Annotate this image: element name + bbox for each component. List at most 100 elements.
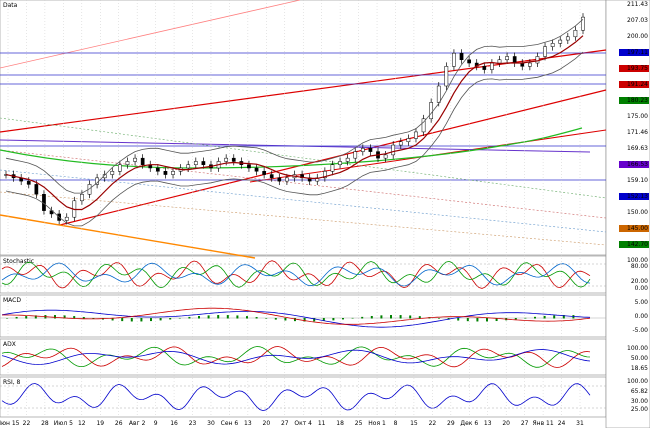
candle-body bbox=[193, 161, 198, 165]
x-tick-label: Ноя 1 bbox=[368, 420, 386, 427]
macd-histogram-bar bbox=[236, 315, 239, 319]
candle-body bbox=[550, 43, 555, 47]
macd-scale-label: 5.00 bbox=[635, 299, 649, 306]
x-tick-label: 26 bbox=[115, 420, 123, 427]
stochastic-pane-title: Stochastic bbox=[3, 258, 34, 265]
adx-line bbox=[1, 349, 591, 365]
candle-body bbox=[80, 193, 84, 202]
price-scale-label: 142.70 bbox=[627, 241, 648, 248]
macd-histogram-bar bbox=[495, 318, 498, 322]
x-tick-label: 8 bbox=[394, 420, 398, 427]
macd-histogram-bar bbox=[303, 318, 306, 322]
macd-histogram-bar bbox=[169, 318, 172, 320]
rsi-pane-title: RSI, 8 bbox=[3, 379, 21, 386]
candle-body bbox=[133, 157, 137, 162]
moving-average-red bbox=[5, 35, 584, 211]
price-scale-label: 207.03 bbox=[627, 17, 648, 24]
candle-body bbox=[429, 102, 434, 120]
candle-body bbox=[360, 148, 365, 152]
candle-body bbox=[34, 184, 39, 195]
macd-histogram-bar bbox=[332, 318, 335, 321]
price-label-box bbox=[619, 65, 649, 72]
candle-body bbox=[262, 171, 266, 175]
candle-body bbox=[323, 171, 327, 179]
x-tick-label: 22 bbox=[23, 420, 31, 427]
rsi-scale-label: 100.00 bbox=[627, 378, 648, 385]
price-scale-label: 166.53 bbox=[627, 161, 648, 168]
x-tick-label: 19 bbox=[96, 420, 104, 427]
x-tick-label: 16 bbox=[170, 420, 178, 427]
price-scale-label: 175.00 bbox=[627, 113, 648, 120]
macd-histogram-bar bbox=[82, 316, 85, 319]
adx-pane-title: ADX bbox=[3, 341, 16, 348]
macd-histogram-bar bbox=[92, 318, 95, 319]
x-tick-label: Янв 11 bbox=[533, 420, 554, 427]
candle-body bbox=[421, 118, 426, 133]
x-tick-label: 27 bbox=[521, 420, 529, 427]
candle-body bbox=[186, 164, 191, 169]
macd-histogram-bar bbox=[418, 316, 421, 319]
macd-histogram-bar bbox=[274, 318, 277, 320]
macd-histogram-bar bbox=[322, 318, 325, 322]
x-tick-label: 22 bbox=[429, 420, 437, 427]
x-tick-label: 18 bbox=[336, 420, 344, 427]
price-scale-label: 169.63 bbox=[627, 145, 648, 152]
candle-body bbox=[391, 144, 396, 156]
trendline-orange bbox=[0, 214, 256, 259]
x-tick-label: Июл 5 bbox=[54, 420, 73, 427]
macd-histogram-bar bbox=[150, 318, 152, 322]
moving-average-green bbox=[0, 127, 583, 169]
price-series bbox=[4, 13, 585, 227]
x-tick-label: 11 bbox=[318, 420, 326, 427]
adx-plus-di-line bbox=[1, 346, 591, 368]
x-tick-label: 20 bbox=[263, 420, 271, 427]
macd-histogram-bar bbox=[553, 315, 556, 319]
macd-histogram-bar bbox=[284, 318, 287, 321]
macd-histogram-bar bbox=[562, 315, 565, 319]
fan-line-4 bbox=[0, 191, 607, 246]
oscillators bbox=[0, 260, 606, 412]
candle-body bbox=[224, 157, 229, 162]
macd-histogram-bar bbox=[390, 315, 392, 319]
candle-body bbox=[436, 85, 441, 103]
candle-body bbox=[558, 39, 563, 44]
candle-body bbox=[125, 161, 130, 165]
x-tick-label: Сен 6 bbox=[221, 420, 239, 427]
macd-histogram-bar bbox=[111, 318, 114, 321]
adx-scale-label: 50.00 bbox=[631, 355, 648, 362]
candle-body bbox=[490, 62, 494, 70]
price-label-box bbox=[619, 49, 649, 56]
candle-body bbox=[155, 167, 160, 172]
macd-histogram-bar bbox=[514, 318, 517, 320]
candle-body bbox=[269, 174, 274, 179]
macd-histogram-bar bbox=[140, 318, 143, 322]
stochastic-d-line bbox=[1, 260, 591, 289]
fan-line-1 bbox=[0, 117, 607, 199]
macd-pane-title: MACD bbox=[3, 297, 21, 304]
price-scale-label: 200.00 bbox=[627, 33, 648, 40]
macd-histogram-bar bbox=[409, 315, 412, 319]
candle-body bbox=[277, 177, 282, 182]
candle-body bbox=[118, 164, 122, 172]
macd-histogram-bar bbox=[438, 318, 440, 319]
macd-signal-line bbox=[2, 307, 591, 325]
candle-body bbox=[452, 52, 456, 67]
adx-scale-label: 18.65 bbox=[631, 365, 648, 372]
x-tick-label: 24 bbox=[558, 420, 566, 427]
candle-body bbox=[338, 161, 342, 165]
candle-body bbox=[543, 46, 547, 57]
rsi-line bbox=[1, 383, 591, 412]
price-scale-label: 193.75 bbox=[627, 65, 648, 72]
candle-body bbox=[467, 59, 471, 64]
candle-body bbox=[565, 36, 570, 41]
stochastic-scale-label: 20.00 bbox=[631, 278, 648, 285]
price-label-box bbox=[619, 81, 649, 88]
grid bbox=[7, 0, 581, 417]
macd-histogram-bar bbox=[188, 316, 191, 319]
macd-histogram-bar bbox=[370, 315, 373, 319]
candle-body bbox=[110, 171, 115, 175]
x-tick-label: 31 bbox=[576, 420, 584, 427]
stochastic-scale-label: 80.00 bbox=[631, 263, 648, 270]
candle-body bbox=[345, 157, 350, 162]
